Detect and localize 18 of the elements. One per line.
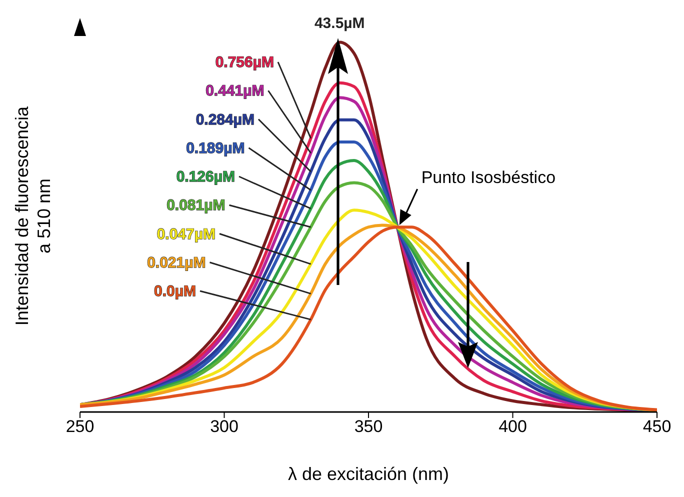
annotation: Punto Isosbéstico — [421, 168, 556, 188]
text: 0.0µM — [154, 283, 196, 300]
text: 0.284µM — [196, 111, 254, 128]
series-label: 43.5µM — [314, 15, 365, 32]
text: 0.441µM — [206, 82, 264, 100]
x-tick-label: 300 — [210, 417, 238, 436]
x-axis-title: λ de excitación (nm) — [288, 464, 450, 484]
text: 0.047µM — [156, 226, 216, 243]
text: 0.126µM — [176, 168, 235, 186]
text: 0.756µM — [215, 54, 274, 71]
x-tick-label: 350 — [354, 417, 383, 436]
y-axis-title: Intensidad de fluorescencia a 510 nm — [12, 105, 54, 326]
text: 0.081µM — [166, 197, 226, 214]
x-tick-label: 400 — [498, 417, 527, 436]
text: 0.021µM — [147, 254, 206, 272]
x-tick-label: 250 — [66, 417, 94, 436]
x-tick-label: 450 — [642, 417, 672, 436]
text: 0.189µM — [186, 140, 245, 157]
